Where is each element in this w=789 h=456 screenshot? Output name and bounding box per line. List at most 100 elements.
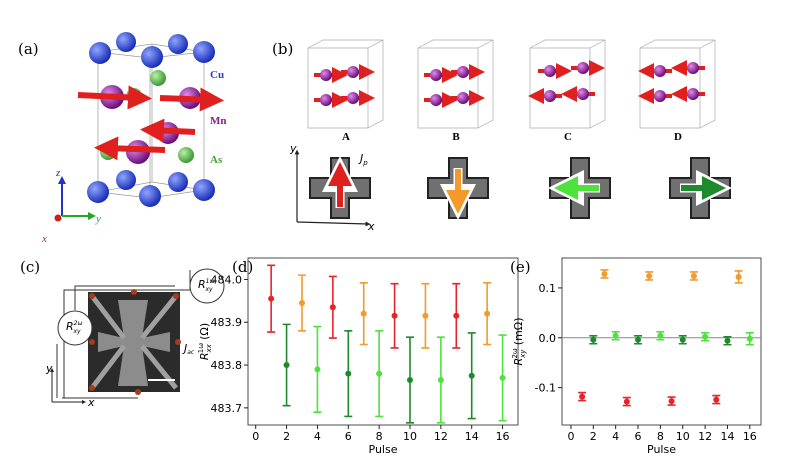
leads bbox=[90, 294, 178, 390]
legend-as: As bbox=[210, 154, 223, 166]
data-point bbox=[468, 372, 475, 379]
plot-frame bbox=[247, 257, 519, 426]
sup: 2ω bbox=[74, 320, 83, 327]
data-point bbox=[453, 312, 460, 319]
state-label: C bbox=[564, 131, 572, 143]
sub: xy bbox=[519, 349, 527, 359]
panel-label: (a) bbox=[18, 40, 39, 58]
x-tick-label: 16 bbox=[496, 430, 510, 443]
data-point bbox=[713, 396, 720, 403]
current-sub: ac bbox=[187, 349, 195, 356]
axis-y: y bbox=[45, 362, 53, 375]
x-tick-label: 6 bbox=[345, 430, 352, 443]
y-tick-label: 484.0 bbox=[211, 273, 243, 286]
current-label: Jp bbox=[358, 152, 368, 167]
current-label: Jac bbox=[182, 342, 195, 356]
data-point bbox=[646, 272, 653, 279]
panel-a: (a) Cu Mn As z y x bbox=[18, 32, 227, 245]
wiring bbox=[56, 270, 191, 399]
meter-label: R1ω xy bbox=[198, 278, 215, 293]
atom bbox=[457, 92, 469, 104]
axes bbox=[50, 368, 86, 404]
atom bbox=[654, 90, 666, 102]
atom bbox=[687, 88, 699, 100]
data-point bbox=[657, 332, 664, 339]
state-label: B bbox=[452, 131, 460, 143]
atom bbox=[347, 92, 359, 104]
atom bbox=[430, 69, 442, 81]
data-point bbox=[612, 332, 619, 339]
unit-cell bbox=[529, 39, 606, 129]
current-symbol: J bbox=[182, 342, 187, 355]
unit-cell bbox=[639, 39, 716, 129]
data-point bbox=[422, 312, 429, 319]
state-label: A bbox=[342, 131, 350, 143]
data-point bbox=[590, 336, 597, 343]
legend-mn: Mn bbox=[210, 115, 227, 127]
panel-label: (b) bbox=[272, 40, 293, 58]
axes bbox=[294, 149, 371, 227]
symbol: R bbox=[512, 358, 525, 366]
panel-c: (c) R1ω xy R2ω xy Jac y x bbox=[20, 258, 225, 409]
y-axis-label: Rxx1ω (Ω) bbox=[197, 323, 213, 360]
panel-b: (b) y x Jp A B C D bbox=[272, 39, 732, 233]
axis-y: y bbox=[95, 213, 101, 225]
unit-cell bbox=[307, 39, 384, 129]
data-point bbox=[283, 362, 290, 369]
state-label: D bbox=[674, 131, 682, 143]
data-point bbox=[407, 377, 413, 384]
atom bbox=[320, 94, 332, 106]
y-tick-label: 0.1 bbox=[539, 282, 557, 295]
x-tick-label: 0 bbox=[252, 430, 259, 443]
atom bbox=[320, 69, 332, 81]
atom bbox=[544, 65, 556, 77]
sub: xx bbox=[205, 343, 213, 353]
atom bbox=[577, 88, 589, 100]
x-axis-label: Pulse bbox=[647, 443, 676, 456]
y-tick-label: -0.1 bbox=[535, 382, 556, 395]
y-tick-label: 483.7 bbox=[211, 402, 243, 415]
sub: xy bbox=[73, 328, 82, 335]
sup: 1ω bbox=[197, 343, 205, 353]
atom bbox=[347, 66, 359, 78]
meter bbox=[57, 310, 93, 346]
x-tick-label: 4 bbox=[612, 430, 619, 443]
axis-y: y bbox=[289, 142, 297, 155]
atom bbox=[687, 62, 699, 74]
data-point bbox=[579, 393, 586, 400]
sup: 1ω bbox=[206, 278, 215, 285]
x-tick-label: 2 bbox=[590, 430, 597, 443]
data-point bbox=[635, 336, 642, 343]
atoms bbox=[87, 32, 215, 207]
meter-label: R2ω xy bbox=[66, 320, 83, 335]
x-tick-label: 2 bbox=[283, 430, 290, 443]
data-point bbox=[391, 312, 398, 319]
data-point bbox=[690, 272, 697, 279]
y-axis-label: Rxy2ω (mΩ) bbox=[511, 318, 527, 366]
data-point bbox=[437, 377, 444, 384]
x-tick-label: 8 bbox=[657, 430, 664, 443]
unit: (mΩ) bbox=[512, 318, 525, 346]
data-point bbox=[484, 310, 491, 317]
x-tick-label: 6 bbox=[635, 430, 642, 443]
data-point bbox=[329, 304, 336, 311]
symbol: R bbox=[198, 352, 211, 360]
x-axis-label: Pulse bbox=[369, 443, 398, 456]
x-tick-label: 0 bbox=[567, 430, 574, 443]
atom bbox=[577, 62, 589, 74]
axis-z: z bbox=[55, 167, 61, 179]
data-point bbox=[345, 370, 352, 377]
spin-arrows bbox=[77, 85, 224, 161]
data-point bbox=[314, 366, 321, 373]
legend-cu: Cu bbox=[210, 69, 224, 81]
current-sub: p bbox=[362, 159, 368, 167]
x-tick-label: 12 bbox=[698, 430, 712, 443]
atom bbox=[544, 90, 556, 102]
axes-triad bbox=[58, 176, 96, 220]
x-tick-label: 16 bbox=[743, 430, 757, 443]
panel-label: (c) bbox=[20, 258, 40, 276]
data-point bbox=[668, 398, 675, 405]
sup: 2ω bbox=[511, 348, 519, 358]
data-point bbox=[735, 273, 742, 280]
